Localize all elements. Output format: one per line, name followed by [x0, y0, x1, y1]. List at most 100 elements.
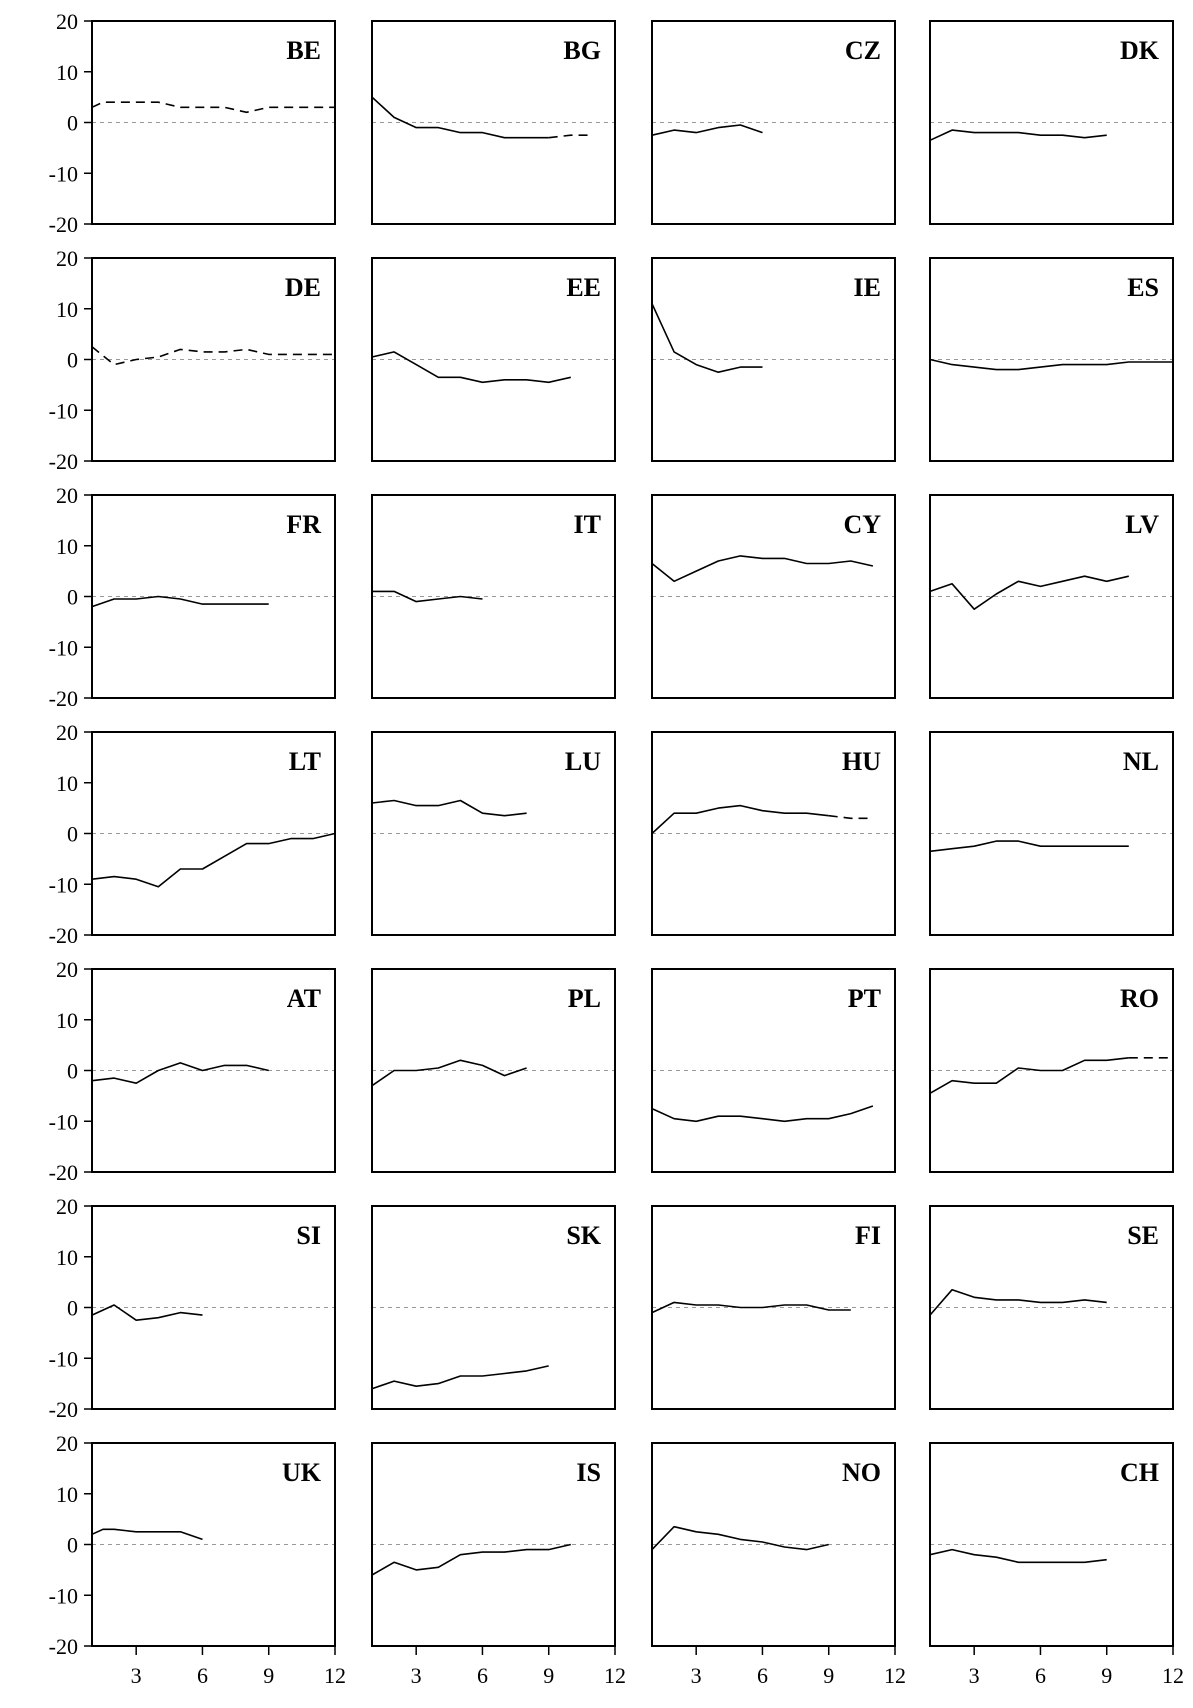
x-tick-label: 9	[823, 1663, 834, 1688]
series-line-it	[372, 590, 483, 603]
panel-it: IT	[371, 494, 616, 699]
panel-ro: RO	[929, 968, 1174, 1173]
panel-label: IE	[854, 273, 881, 302]
series-line-ee	[371, 351, 571, 384]
x-tick-label: 3	[691, 1663, 702, 1688]
panel-label: CY	[843, 510, 881, 539]
y-tick-label: 20	[56, 1194, 78, 1219]
y-tick-label: -20	[49, 686, 78, 711]
x-tick-label: 6	[757, 1663, 768, 1688]
panel-dk: DK	[929, 20, 1174, 225]
series-line-fi	[651, 1301, 851, 1314]
y-tick-label: 0	[67, 1533, 78, 1558]
panel-frame	[651, 494, 896, 699]
series-line-bg-dashed	[548, 134, 593, 139]
panel-is: IS 3 6 9 12	[371, 1442, 626, 1688]
y-tick-label: -20	[49, 1160, 78, 1185]
series-line-ie	[651, 303, 763, 374]
panel-label: ES	[1127, 273, 1159, 302]
x-tick-label: 9	[263, 1663, 274, 1688]
panel-label: SE	[1127, 1221, 1159, 1250]
series-line-fr	[91, 595, 269, 608]
y-tick-label: 20	[56, 1431, 78, 1456]
series-line-de-dashed	[91, 346, 335, 366]
x-tick-label: 9	[1101, 1663, 1112, 1688]
panel-frame	[651, 257, 896, 462]
panel-label: LU	[565, 747, 601, 776]
panel-be: BE 20 10 0 -10 -20	[49, 9, 336, 237]
panel-frame	[929, 731, 1174, 936]
series-line-nl	[929, 840, 1129, 853]
panel-label: NL	[1123, 747, 1159, 776]
panel-sk: SK	[371, 1205, 616, 1410]
series-line-lu	[371, 799, 527, 817]
series-line-ro	[929, 1057, 1129, 1094]
y-tick-label: 0	[67, 585, 78, 610]
panel-ie: IE	[651, 257, 896, 462]
panel-label: PT	[848, 984, 881, 1013]
x-tick-label: 6	[197, 1663, 208, 1688]
panel-frame	[929, 968, 1174, 1173]
panel-label: AT	[287, 984, 321, 1013]
panel-frame	[651, 20, 896, 225]
y-tick-label: 0	[67, 1296, 78, 1321]
panel-es: ES	[929, 257, 1174, 462]
series-line-lt	[91, 832, 336, 888]
panel-frame	[371, 968, 616, 1173]
series-line-is	[371, 1543, 571, 1576]
series-line-uk	[91, 1528, 203, 1541]
panel-de: DE 20 10 0 -10 -20	[49, 246, 336, 474]
y-tick-label: 0	[67, 1059, 78, 1084]
panel-label: IS	[576, 1458, 601, 1487]
panel-frame	[371, 257, 616, 462]
series-line-dk	[929, 129, 1107, 142]
series-line-cz	[651, 124, 763, 136]
y-tick-label: -20	[49, 923, 78, 948]
y-tick-label: 10	[56, 771, 78, 796]
x-tick-label: 12	[324, 1663, 346, 1688]
x-tick-label: 12	[884, 1663, 906, 1688]
panel-frame	[929, 1442, 1174, 1647]
panel-label: RO	[1120, 984, 1159, 1013]
y-tick-label: 10	[56, 1008, 78, 1033]
y-tick-label: -10	[49, 1346, 78, 1371]
panel-frame	[651, 1442, 896, 1647]
panel-frame	[371, 731, 616, 936]
x-tick-label: 3	[411, 1663, 422, 1688]
y-tick-label: 0	[67, 111, 78, 136]
panel-label: DE	[285, 273, 321, 302]
panel-pl: PL	[371, 968, 616, 1173]
series-line-sk	[371, 1365, 549, 1390]
panel-pt: PT	[651, 968, 896, 1173]
panel-label: LV	[1125, 510, 1159, 539]
panel-label: CZ	[845, 36, 881, 65]
y-tick-label: 10	[56, 534, 78, 559]
series-line-ch	[929, 1548, 1107, 1564]
y-tick-label: 20	[56, 9, 78, 34]
y-tick-label: -20	[49, 1634, 78, 1659]
x-tick-label: 12	[604, 1663, 626, 1688]
panel-label: UK	[282, 1458, 322, 1487]
x-tick-label: 9	[543, 1663, 554, 1688]
y-tick-label: 20	[56, 246, 78, 271]
y-tick-label: 20	[56, 720, 78, 745]
panel-label: BG	[563, 36, 601, 65]
panel-label: SK	[566, 1221, 601, 1250]
series-line-hu	[651, 804, 829, 835]
panel-label: BE	[286, 36, 321, 65]
y-tick-label: 0	[67, 348, 78, 373]
panel-label: DK	[1120, 36, 1160, 65]
y-tick-label: 10	[56, 1482, 78, 1507]
panel-fi: FI	[651, 1205, 896, 1410]
panel-frame	[929, 257, 1174, 462]
panel-frame	[371, 1442, 616, 1647]
panel-label: NO	[842, 1458, 881, 1487]
y-tick-label: -10	[49, 872, 78, 897]
panel-no: NO 3 6 9 12	[651, 1442, 906, 1688]
panel-frame	[929, 1205, 1174, 1410]
panel-label: FR	[286, 510, 321, 539]
panel-label: IT	[574, 510, 601, 539]
y-tick-label: 10	[56, 1245, 78, 1270]
series-line-es	[929, 358, 1173, 371]
